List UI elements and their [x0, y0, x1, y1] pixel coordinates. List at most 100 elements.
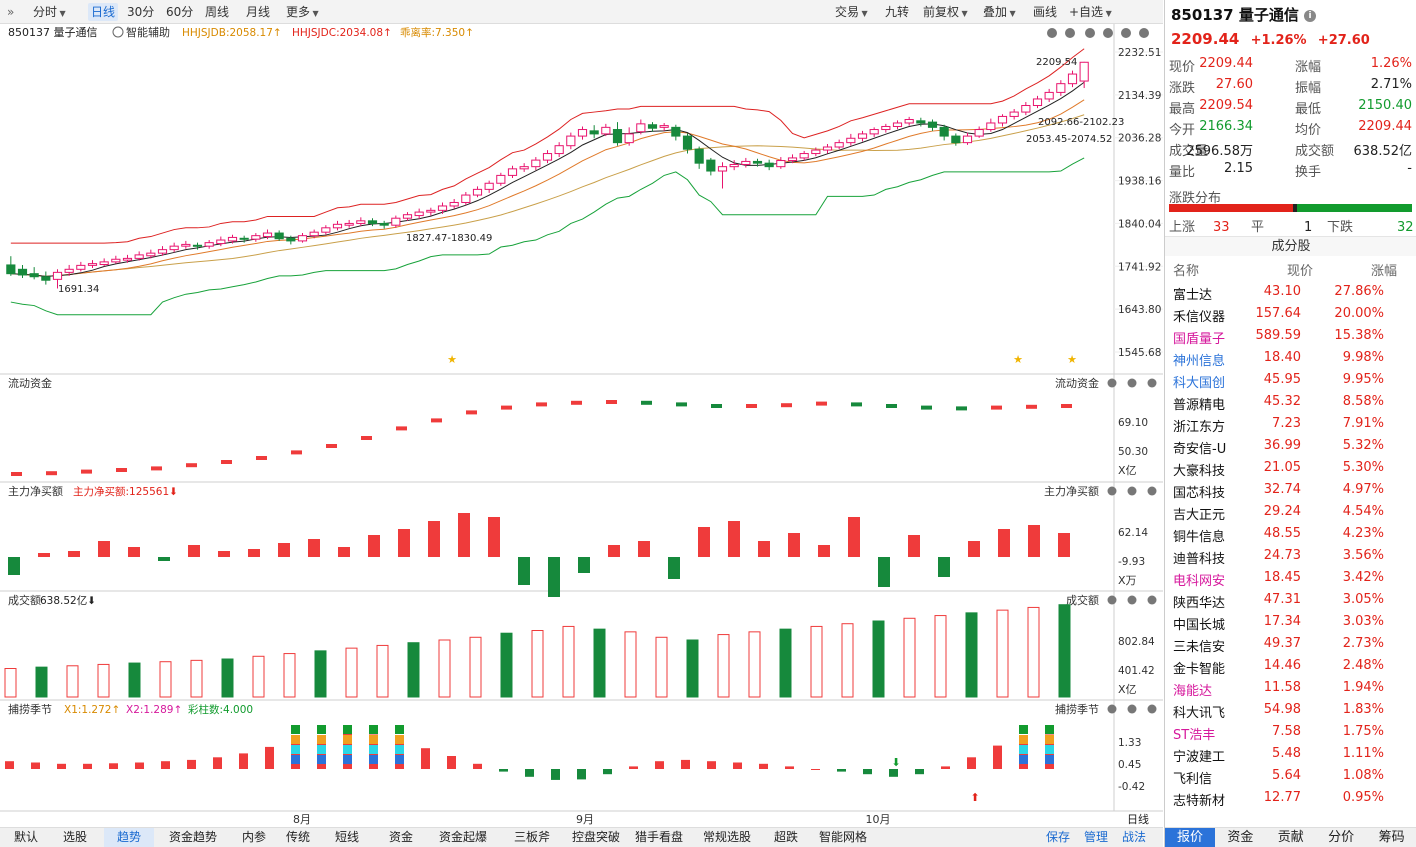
price-annotation: 1691.34 — [58, 284, 99, 295]
stock-row[interactable]: 中国长城 17.34 3.03% — [1173, 614, 1384, 633]
strategy-tab-1[interactable]: 选股 — [62, 830, 87, 844]
stock-row[interactable]: 神州信息 18.40 9.98% — [1173, 350, 1384, 369]
stock-row[interactable]: 科大国创 45.95 9.95% — [1173, 372, 1384, 391]
candle — [17, 268, 28, 276]
flow-mark — [151, 466, 162, 471]
stock-row[interactable]: 志特新材 12.77 0.95% — [1173, 790, 1384, 809]
tool-4-button[interactable]: 画线 — [1033, 5, 1058, 19]
quote-value: 2.15 — [1224, 161, 1253, 176]
flow-mark — [991, 405, 1002, 410]
period-2-button[interactable]: 30分 — [127, 5, 155, 19]
strategy-tab-7[interactable]: 资金 — [388, 830, 413, 844]
stock-row[interactable]: 富士达 43.10 27.86% — [1173, 284, 1384, 303]
season-tick: -0.42 — [1118, 781, 1145, 793]
strategy-tab-2[interactable]: 趋势 — [104, 828, 154, 847]
tool-1-button[interactable]: 九转 — [885, 5, 910, 19]
quote-tab-4[interactable]: 筹码 — [1378, 830, 1405, 845]
flow-mark — [501, 405, 512, 410]
flow-mark — [956, 406, 967, 411]
strategy-tab-5[interactable]: 传统 — [285, 830, 310, 844]
flow-mark — [746, 404, 757, 408]
netbuy-bar — [368, 535, 380, 557]
candle — [811, 149, 821, 155]
bottom-action-2-button[interactable]: 战法 — [1121, 830, 1146, 844]
candle — [111, 258, 121, 263]
period-5-button[interactable]: 月线 — [246, 5, 271, 19]
netbuy-bar — [788, 533, 800, 557]
info-icon[interactable]: i — [1304, 9, 1317, 22]
season-bars: 彩柱数:4.000 — [188, 703, 253, 716]
strategy-tab-9[interactable]: 三板斧 — [513, 830, 550, 844]
collapse-icon[interactable]: » — [7, 5, 15, 19]
stock-row[interactable]: 陕西华达 47.31 3.05% — [1173, 592, 1384, 611]
turnover-bar — [314, 650, 327, 698]
season-color-block — [369, 755, 378, 764]
quote-tab-2[interactable]: 贡献 — [1277, 830, 1304, 845]
strategy-tab-8[interactable]: 资金起爆 — [438, 830, 487, 844]
strategy-tab-13[interactable]: 超跌 — [773, 830, 798, 844]
tool-2-button[interactable]: 前复权 ▼ — [923, 5, 968, 19]
candle — [927, 121, 938, 128]
stock-row[interactable]: 国芯科技 32.74 4.97% — [1173, 482, 1384, 501]
quote-tab-1[interactable]: 资金 — [1227, 830, 1254, 845]
stock-row[interactable]: 吉大正元 29.24 4.54% — [1173, 504, 1384, 523]
stock-row[interactable]: ST浩丰 7.58 1.75% — [1173, 724, 1384, 743]
strategy-tab-12[interactable]: 常规选股 — [702, 830, 751, 844]
turnover-bar — [221, 658, 234, 698]
stock-row[interactable]: 电科网安 18.45 3.42% — [1173, 570, 1384, 589]
stock-row[interactable]: 铜牛信息 48.55 4.23% — [1173, 526, 1384, 545]
candle — [297, 235, 308, 242]
candle — [764, 162, 774, 168]
period-0-button[interactable]: 分时 ▼ — [33, 5, 66, 19]
period-3-button[interactable]: 60分 — [166, 5, 194, 19]
period-6-button[interactable]: 更多 ▼ — [286, 5, 319, 19]
stock-row[interactable]: 迪普科技 24.73 3.56% — [1173, 548, 1384, 567]
stock-row[interactable]: 科大讯飞 54.98 1.83% — [1173, 702, 1384, 721]
stock-row[interactable]: 金卡智能 14.46 2.48% — [1173, 658, 1384, 677]
season-x1: X1:1.272↑ — [64, 704, 120, 716]
turnover-bar — [500, 632, 513, 698]
netbuy-bar — [398, 529, 410, 557]
tool-3-button[interactable]: 叠加 ▼ — [983, 5, 1016, 19]
quote-tab-0[interactable]: 报价 — [1165, 828, 1215, 847]
candle — [554, 145, 564, 155]
strategy-tab-6[interactable]: 短线 — [334, 830, 359, 844]
strategy-tab-10[interactable]: 控盘突破 — [571, 830, 620, 844]
strategy-tab-11[interactable]: 猎手看盘 — [634, 830, 683, 844]
price-tick: 1545.68 — [1118, 347, 1161, 359]
kline-chart[interactable]: 850137 量子通信 智能辅助 HHJSJDB:2058.17↑ HHJSJDC:2… — [0, 24, 1163, 827]
season-color-block — [291, 745, 300, 754]
constituents-header: 成分股 — [1165, 236, 1416, 256]
candle — [344, 222, 354, 226]
bottom-action-1-button[interactable]: 管理 — [1083, 830, 1108, 844]
strategy-tab-0[interactable]: 默认 — [13, 830, 38, 844]
stock-row[interactable]: 普源精电 45.32 8.58% — [1173, 394, 1384, 413]
quote-tabs: 报价 资金 贡献 分价 筹码 — [1165, 827, 1416, 847]
strategy-tab-4[interactable]: 内参 — [241, 830, 266, 844]
stock-row[interactable]: 宁波建工 5.48 1.11% — [1173, 746, 1384, 765]
turnover-bar — [376, 644, 389, 698]
tool-5-button[interactable]: +自选 ▼ — [1069, 5, 1112, 19]
candle — [659, 125, 669, 128]
strategy-tab-14[interactable]: 智能网格 — [818, 830, 867, 844]
season-color-block — [317, 725, 326, 734]
stock-row[interactable]: 海能达 11.58 1.94% — [1173, 680, 1384, 699]
turnover-bar — [841, 623, 854, 698]
quote-tab-3[interactable]: 分价 — [1328, 830, 1355, 845]
stock-row[interactable]: 浙江东方 7.23 7.91% — [1173, 416, 1384, 435]
bottom-action-0-button[interactable]: 保存 — [1045, 830, 1070, 844]
stock-row[interactable]: 奇安信-U 36.99 5.32% — [1173, 438, 1384, 457]
candle — [589, 130, 599, 135]
stock-row[interactable]: 大豪科技 21.05 5.30% — [1173, 460, 1384, 479]
stock-row[interactable]: 三未信安 49.37 2.73% — [1173, 636, 1384, 655]
stock-row[interactable]: 禾信仪器 157.64 20.00% — [1173, 306, 1384, 325]
turnover-bar — [283, 653, 296, 698]
tool-0-button[interactable]: 交易 ▼ — [835, 5, 868, 19]
stock-row[interactable]: 国盾量子 589.59 15.38% — [1173, 328, 1384, 347]
period-1-button[interactable]: 日线 — [88, 3, 119, 21]
netbuy-bar — [668, 557, 680, 579]
stock-row[interactable]: 飞利信 5.64 1.08% — [1173, 768, 1384, 787]
help-icon — [1127, 595, 1137, 605]
period-4-button[interactable]: 周线 — [205, 5, 230, 19]
strategy-tab-3[interactable]: 资金趋势 — [168, 830, 217, 844]
